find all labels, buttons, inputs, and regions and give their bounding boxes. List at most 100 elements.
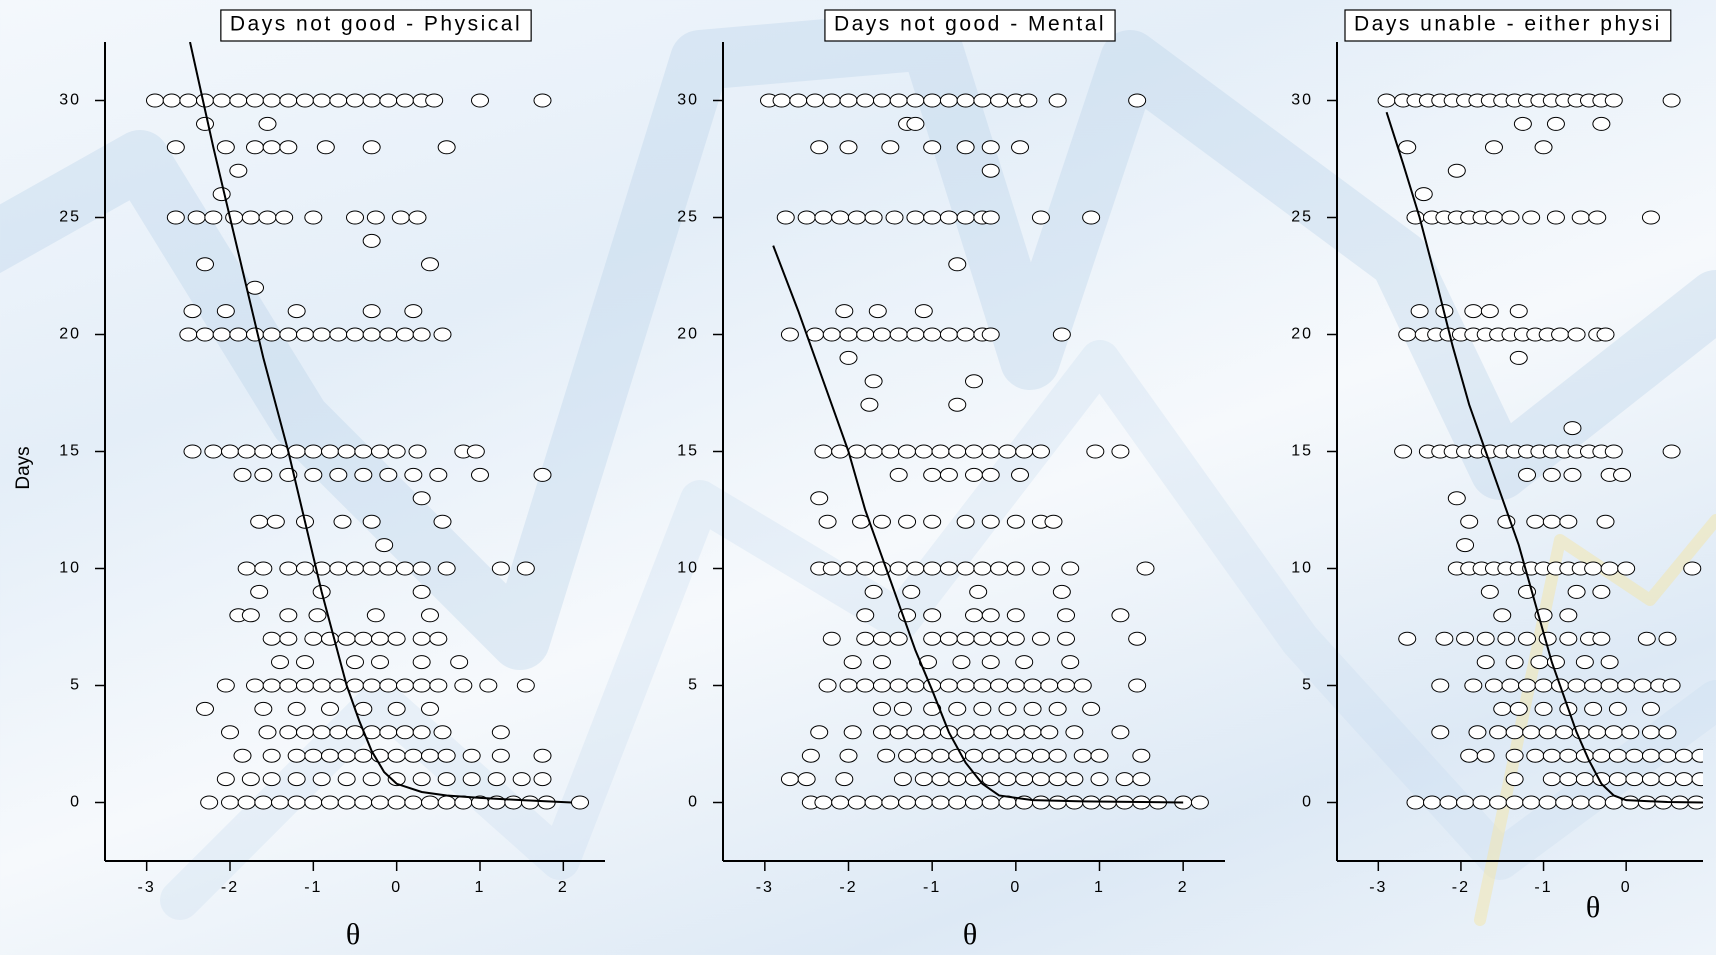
point: [372, 656, 389, 669]
point: [280, 328, 297, 341]
x-tick-label: 2: [558, 879, 569, 896]
point: [1457, 632, 1474, 645]
point: [840, 94, 857, 107]
point: [492, 562, 509, 575]
point: [259, 117, 276, 130]
point: [1614, 468, 1631, 481]
point: [957, 94, 974, 107]
point: [197, 702, 214, 715]
point: [1535, 679, 1552, 692]
point: [890, 726, 907, 739]
point: [1066, 726, 1083, 739]
point: [1523, 211, 1540, 224]
point: [878, 749, 895, 762]
x-tick-label: 1: [1094, 879, 1105, 896]
point: [322, 749, 339, 762]
point: [1552, 328, 1569, 341]
point: [1609, 749, 1626, 762]
point: [534, 468, 551, 481]
point: [522, 796, 539, 809]
point: [197, 258, 214, 271]
point: [982, 796, 999, 809]
point: [798, 211, 815, 224]
point: [1589, 796, 1606, 809]
point: [873, 328, 890, 341]
point: [330, 328, 347, 341]
point: [180, 328, 197, 341]
point: [1112, 445, 1129, 458]
chart-title: Days unable - either physi: [1354, 13, 1662, 36]
point: [819, 679, 836, 692]
point: [405, 749, 422, 762]
point: [1506, 796, 1523, 809]
point: [886, 211, 903, 224]
point: [907, 117, 924, 130]
point: [1062, 656, 1079, 669]
point: [966, 375, 983, 388]
point: [217, 773, 234, 786]
point: [263, 679, 280, 692]
x-tick-label: -2: [221, 879, 239, 896]
point: [982, 445, 999, 458]
point: [1593, 749, 1610, 762]
point: [297, 94, 314, 107]
point: [238, 796, 255, 809]
point: [1469, 726, 1486, 739]
chart-title: Days not good - Physical: [230, 13, 522, 36]
point: [413, 585, 430, 598]
point: [1378, 94, 1395, 107]
point: [430, 679, 447, 692]
point: [405, 468, 422, 481]
point: [397, 94, 414, 107]
point: [957, 211, 974, 224]
point: [1531, 656, 1548, 669]
point: [1087, 445, 1104, 458]
point: [836, 773, 853, 786]
point: [899, 796, 916, 809]
point: [1485, 211, 1502, 224]
point: [222, 726, 239, 739]
point: [873, 94, 890, 107]
point: [534, 94, 551, 107]
point: [873, 515, 890, 528]
point: [1045, 515, 1062, 528]
point: [1519, 468, 1536, 481]
point: [422, 796, 439, 809]
point: [230, 164, 247, 177]
point: [338, 632, 355, 645]
point: [397, 679, 414, 692]
point: [355, 445, 372, 458]
point: [932, 773, 949, 786]
point: [1020, 94, 1037, 107]
point: [1494, 609, 1511, 622]
point: [280, 141, 297, 154]
point: [422, 258, 439, 271]
point: [1663, 94, 1680, 107]
point: [798, 773, 815, 786]
point: [147, 94, 164, 107]
point: [1556, 726, 1573, 739]
point: [1399, 328, 1416, 341]
point: [1535, 702, 1552, 715]
point: [1692, 749, 1709, 762]
point: [982, 773, 999, 786]
point: [1527, 749, 1544, 762]
point: [280, 679, 297, 692]
point: [982, 328, 999, 341]
point: [184, 305, 201, 318]
point: [1659, 773, 1676, 786]
point: [1547, 211, 1564, 224]
point: [924, 726, 941, 739]
point: [844, 656, 861, 669]
point: [405, 305, 422, 318]
point: [857, 632, 874, 645]
point: [205, 211, 222, 224]
point: [363, 305, 380, 318]
point: [1506, 749, 1523, 762]
x-tick-label: -2: [839, 879, 857, 896]
point: [957, 141, 974, 154]
y-tick-label: 30: [59, 92, 81, 109]
point: [1601, 679, 1618, 692]
point: [322, 796, 339, 809]
point: [1058, 609, 1075, 622]
